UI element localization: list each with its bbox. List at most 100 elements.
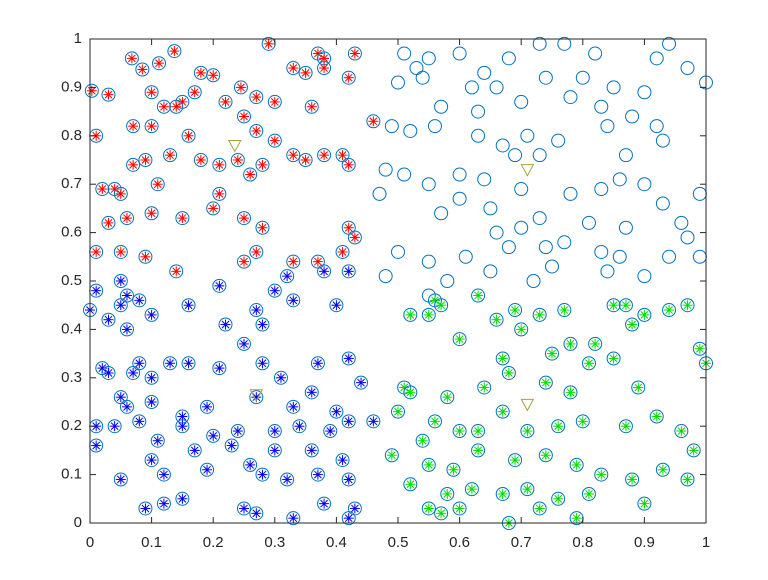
asterisk-stroke — [424, 504, 433, 513]
circle-marker — [532, 148, 547, 163]
asterisk-stroke — [554, 422, 563, 431]
circle-marker — [267, 133, 282, 148]
point — [341, 157, 356, 172]
asterisk-stroke — [104, 369, 113, 377]
asterisk-stroke — [344, 354, 353, 363]
circle-marker — [255, 317, 270, 332]
circle-marker — [495, 486, 510, 501]
circle-marker — [618, 148, 633, 163]
circle-marker — [514, 322, 529, 337]
circle-marker — [132, 414, 147, 429]
point — [415, 433, 430, 448]
circle-marker — [329, 298, 344, 313]
x-tick-label: 0.7 — [511, 534, 532, 551]
point — [298, 65, 313, 80]
asterisk-stroke — [190, 446, 199, 455]
point — [440, 274, 455, 288]
asterisk-stroke — [320, 64, 328, 72]
point — [563, 336, 578, 351]
point — [372, 186, 387, 201]
point — [132, 356, 147, 371]
point — [427, 119, 442, 134]
point — [135, 62, 150, 77]
circle-marker — [545, 346, 559, 361]
circle-marker — [415, 433, 430, 448]
point — [310, 467, 325, 482]
circle-marker — [267, 443, 282, 458]
x-tick-label: 0.1 — [141, 534, 162, 551]
point — [495, 404, 510, 419]
asterisk-stroke — [369, 117, 378, 126]
asterisk-stroke — [196, 68, 205, 77]
circle-marker — [200, 462, 215, 477]
point — [335, 244, 350, 259]
circle-marker — [501, 240, 516, 255]
point — [267, 94, 282, 109]
circle-marker — [347, 501, 362, 516]
point — [618, 419, 633, 434]
point — [169, 99, 184, 114]
asterisk-stroke — [498, 490, 507, 498]
circle-marker — [403, 307, 418, 322]
asterisk-stroke — [178, 422, 187, 431]
asterisk-stroke — [127, 54, 136, 63]
point — [440, 486, 455, 501]
circle-marker — [378, 269, 393, 284]
asterisk-stroke — [431, 296, 439, 305]
point — [280, 472, 295, 487]
circle-marker — [489, 80, 504, 95]
point — [649, 409, 664, 424]
point — [458, 249, 473, 264]
circle-marker — [144, 395, 159, 409]
asterisk-stroke — [406, 310, 415, 319]
circle-marker — [126, 157, 141, 172]
point — [421, 457, 436, 472]
asterisk-stroke — [566, 388, 575, 397]
circle-marker — [144, 307, 159, 322]
asterisk-stroke — [147, 456, 156, 464]
point — [237, 254, 251, 269]
point — [113, 298, 128, 313]
asterisk-stroke — [357, 378, 365, 387]
asterisk-stroke — [135, 296, 144, 305]
point — [692, 341, 707, 356]
triangle-marker — [249, 389, 264, 402]
circle-marker — [384, 448, 399, 463]
circle-marker — [483, 264, 498, 279]
point — [163, 356, 178, 371]
point — [551, 491, 566, 506]
asterisk-stroke — [178, 214, 187, 222]
point — [255, 467, 270, 482]
point — [391, 75, 405, 90]
circle-marker — [557, 303, 572, 318]
circle-marker — [508, 148, 523, 163]
asterisk-stroke — [87, 86, 96, 95]
point — [581, 486, 596, 501]
asterisk-stroke — [683, 301, 692, 310]
point — [249, 389, 264, 402]
point — [304, 99, 319, 114]
point — [520, 482, 535, 497]
point — [341, 414, 356, 429]
point — [452, 167, 467, 182]
circle-marker — [249, 506, 264, 521]
circle-marker — [119, 322, 134, 337]
asterisk-stroke — [147, 310, 156, 319]
point — [126, 157, 141, 172]
point — [606, 80, 621, 95]
circle-marker — [144, 370, 159, 385]
asterisk-stroke — [523, 485, 532, 494]
asterisk-stroke — [301, 68, 310, 77]
asterisk-stroke — [523, 427, 532, 435]
triangle-marker — [227, 139, 242, 153]
point — [366, 414, 381, 429]
asterisk-stroke — [92, 422, 101, 431]
point — [187, 85, 202, 100]
asterisk-stroke — [184, 359, 193, 368]
point — [464, 482, 479, 497]
point — [206, 201, 221, 216]
point — [680, 230, 695, 245]
asterisk-stroke — [548, 349, 556, 358]
asterisk-stroke — [665, 306, 673, 314]
asterisk-stroke — [170, 47, 179, 55]
